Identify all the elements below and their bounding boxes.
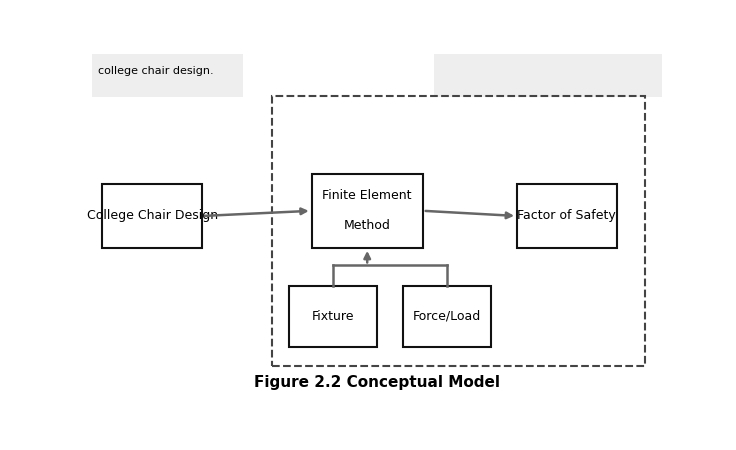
Text: Finite Element

Method: Finite Element Method	[322, 189, 412, 232]
Bar	[289, 286, 378, 347]
Text: Factor of Safety: Factor of Safety	[517, 210, 616, 222]
Bar	[92, 54, 243, 97]
Bar	[517, 184, 617, 248]
Text: Fixture: Fixture	[312, 310, 354, 323]
Text: Figure 2.2 Conceptual Model: Figure 2.2 Conceptual Model	[254, 375, 500, 390]
Text: college chair design.: college chair design.	[98, 66, 213, 76]
Bar	[272, 95, 645, 366]
Bar	[102, 184, 202, 248]
Bar	[311, 174, 422, 248]
Text: Force/Load: Force/Load	[413, 310, 481, 323]
Bar	[403, 286, 492, 347]
Bar	[434, 54, 662, 97]
Text: College Chair Design: College Chair Design	[87, 210, 218, 222]
